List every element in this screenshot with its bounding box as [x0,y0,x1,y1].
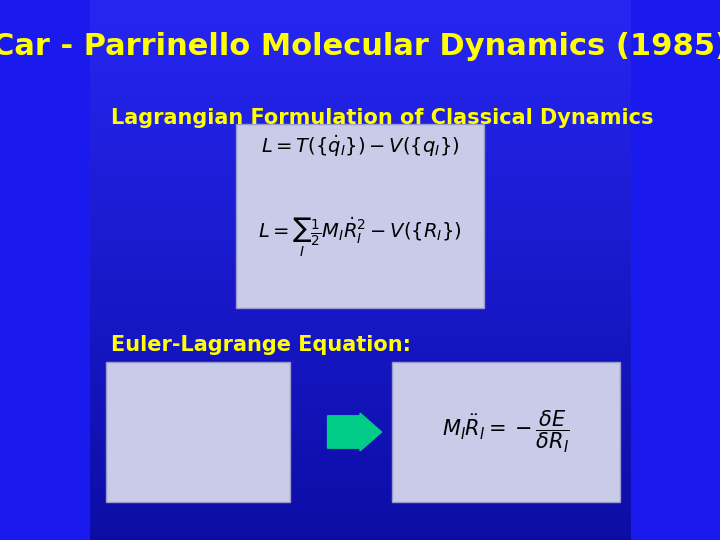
Text: Car - Parrinello Molecular Dynamics (1985): Car - Parrinello Molecular Dynamics (198… [0,32,720,62]
FancyBboxPatch shape [106,362,289,502]
Text: $M_I \ddot{R}_I = -\dfrac{\delta E}{\delta R_I}$: $M_I \ddot{R}_I = -\dfrac{\delta E}{\del… [442,409,570,455]
Text: Lagrangian Formulation of Classical Dynamics: Lagrangian Formulation of Classical Dyna… [111,108,654,128]
FancyBboxPatch shape [235,124,485,308]
Text: Euler-Lagrange Equation:: Euler-Lagrange Equation: [111,335,411,355]
FancyArrow shape [328,413,382,451]
FancyBboxPatch shape [392,362,620,502]
Text: $L = \sum_I \frac{1}{2} M_I \dot{R}_I^2 - V(\{R_I\})$: $L = \sum_I \frac{1}{2} M_I \dot{R}_I^2 … [258,216,462,259]
Text: $L = T(\{\dot{q}_I\}) - V(\{q_I\})$: $L = T(\{\dot{q}_I\}) - V(\{q_I\})$ [261,133,459,159]
